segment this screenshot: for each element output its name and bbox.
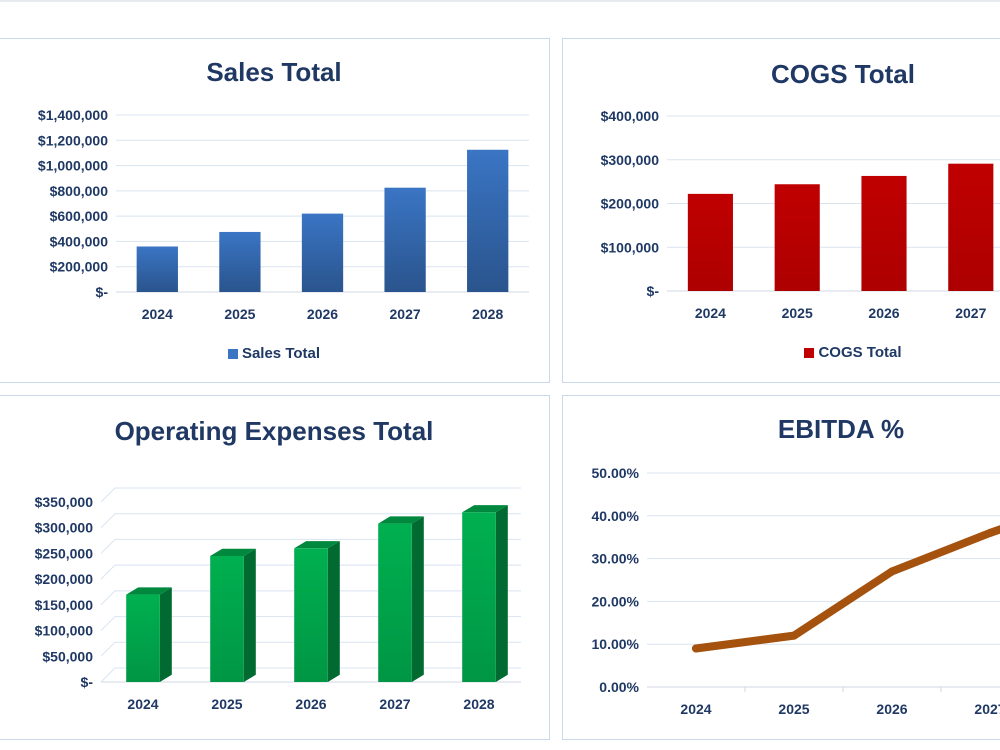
ebitda-percent-chart: 0.00% 10.00% 20.00% 30.00% 40.00% 50.00% 2024 2… bbox=[562, 395, 1000, 740]
x-tick-label: 2025 bbox=[224, 306, 255, 322]
x-tick-label: 2024 bbox=[142, 306, 173, 322]
y-tick-label: $250,000 bbox=[35, 545, 94, 561]
bar bbox=[861, 175, 907, 291]
data-point bbox=[790, 631, 798, 640]
y-tick-label: 0.00% bbox=[599, 679, 639, 695]
x-tick-label: 2026 bbox=[307, 306, 338, 322]
x-tick-label: 2026 bbox=[876, 701, 907, 717]
bar-top bbox=[294, 541, 340, 549]
y-tick-label: $400,000 bbox=[601, 108, 660, 124]
y-tick-label: $1,400,000 bbox=[38, 107, 108, 123]
y-tick-label: 20.00% bbox=[592, 593, 640, 609]
bar bbox=[378, 523, 412, 682]
y-tick-label: 30.00% bbox=[592, 551, 640, 567]
x-tick-label: 2027 bbox=[390, 306, 421, 322]
legend-label: COGS Total bbox=[818, 344, 902, 361]
y-tick-label: $- bbox=[81, 674, 94, 690]
gridline bbox=[100, 513, 521, 529]
cogs-total-chart: $- $100,000 $200,000 $300,000 $400,000 2024 20… bbox=[562, 38, 1000, 383]
y-tick-label: $200,000 bbox=[50, 259, 109, 275]
ebitda-chart-svg: 0.00% 10.00% 20.00% 30.00% 40.00% 50.00% 2024 2… bbox=[592, 465, 1000, 717]
y-tick-label: $200,000 bbox=[35, 571, 94, 587]
chart-title: COGS Total bbox=[771, 59, 915, 89]
cogs-chart-svg: $- $100,000 $200,000 $300,000 $400,000 2024 20… bbox=[601, 108, 1000, 321]
bar bbox=[462, 512, 496, 682]
data-point bbox=[888, 567, 896, 576]
y-tick-label: $150,000 bbox=[35, 597, 94, 613]
data-point bbox=[986, 528, 994, 537]
bar-top bbox=[462, 505, 508, 513]
x-tick-label: 2024 bbox=[127, 696, 158, 712]
x-tick-label: 2028 bbox=[472, 306, 503, 322]
bar-side bbox=[411, 516, 424, 682]
x-tick-label: 2025 bbox=[211, 696, 242, 712]
bar bbox=[294, 548, 328, 682]
bar-side bbox=[327, 541, 340, 682]
x-tick-label: 2025 bbox=[782, 305, 813, 321]
bar bbox=[774, 184, 820, 291]
x-tick-label: 2027 bbox=[955, 305, 986, 321]
series-line bbox=[692, 525, 1000, 653]
chart-legend: COGS Total bbox=[563, 344, 1000, 361]
y-tick-label: 50.00% bbox=[592, 465, 640, 481]
top-divider bbox=[0, 0, 1000, 2]
operating-expenses-total-chart: $- $50,000 $100,000 $150,000 $200,000 $250,00… bbox=[0, 395, 550, 740]
y-tick-label: $100,000 bbox=[35, 623, 94, 639]
x-tick-label: 2024 bbox=[680, 701, 711, 717]
data-point bbox=[692, 644, 700, 653]
x-tick-label: 2028 bbox=[463, 696, 494, 712]
legend-label: Sales Total bbox=[241, 345, 321, 362]
y-tick-label: $50,000 bbox=[42, 648, 93, 664]
x-tick-label: 2024 bbox=[695, 305, 726, 321]
bar-side bbox=[159, 587, 172, 682]
bar bbox=[219, 231, 261, 292]
bar bbox=[126, 594, 160, 682]
chart-title: Operating Expenses Total bbox=[114, 416, 434, 446]
chart-title: Sales Total bbox=[206, 57, 342, 87]
bar-side bbox=[495, 505, 508, 682]
bar-side bbox=[243, 548, 256, 682]
bar bbox=[210, 556, 244, 682]
y-tick-label: $- bbox=[647, 283, 660, 299]
y-tick-label: $300,000 bbox=[35, 520, 94, 536]
bar bbox=[467, 149, 509, 292]
y-tick-label: $800,000 bbox=[50, 183, 109, 199]
bar-top bbox=[378, 516, 424, 524]
y-tick-label: $1,000,000 bbox=[38, 158, 108, 174]
y-tick-label: 40.00% bbox=[592, 508, 640, 524]
y-tick-label: $300,000 bbox=[601, 152, 660, 168]
y-tick-label: 10.00% bbox=[592, 636, 640, 652]
x-tick-label: 2025 bbox=[778, 701, 809, 717]
x-tick-label: 2026 bbox=[295, 696, 326, 712]
gridline bbox=[100, 487, 521, 503]
bar bbox=[384, 187, 426, 292]
chart-legend: Sales Total bbox=[0, 345, 549, 362]
y-tick-label: $350,000 bbox=[35, 494, 94, 510]
chart-title: EBITDA % bbox=[777, 414, 905, 444]
y-tick-label: $400,000 bbox=[50, 233, 109, 249]
opex-chart-svg: $- $50,000 $100,000 $150,000 $200,000 $250,00… bbox=[35, 487, 521, 712]
bar-top bbox=[126, 587, 172, 595]
bar bbox=[136, 246, 178, 292]
y-tick-label: $600,000 bbox=[50, 208, 109, 224]
y-tick-label: $- bbox=[96, 284, 109, 300]
bar-top bbox=[210, 548, 256, 556]
y-tick-label: $200,000 bbox=[601, 196, 660, 212]
sales-chart-svg: $- $200,000 $400,000 $600,000 $800,000 $1,000… bbox=[38, 107, 529, 322]
legend-swatch bbox=[227, 349, 238, 360]
bar bbox=[948, 163, 994, 291]
x-tick-label: 2027 bbox=[379, 696, 410, 712]
x-tick-label: 2027 bbox=[974, 701, 1000, 717]
x-tick-label: 2026 bbox=[868, 305, 899, 321]
y-tick-label: $100,000 bbox=[601, 239, 660, 255]
bar bbox=[301, 213, 344, 292]
bar bbox=[687, 193, 733, 291]
legend-swatch bbox=[804, 348, 815, 359]
y-tick-label: $1,200,000 bbox=[38, 132, 108, 148]
sales-total-chart: $- $200,000 $400,000 $600,000 $800,000 $1,000… bbox=[0, 38, 550, 383]
